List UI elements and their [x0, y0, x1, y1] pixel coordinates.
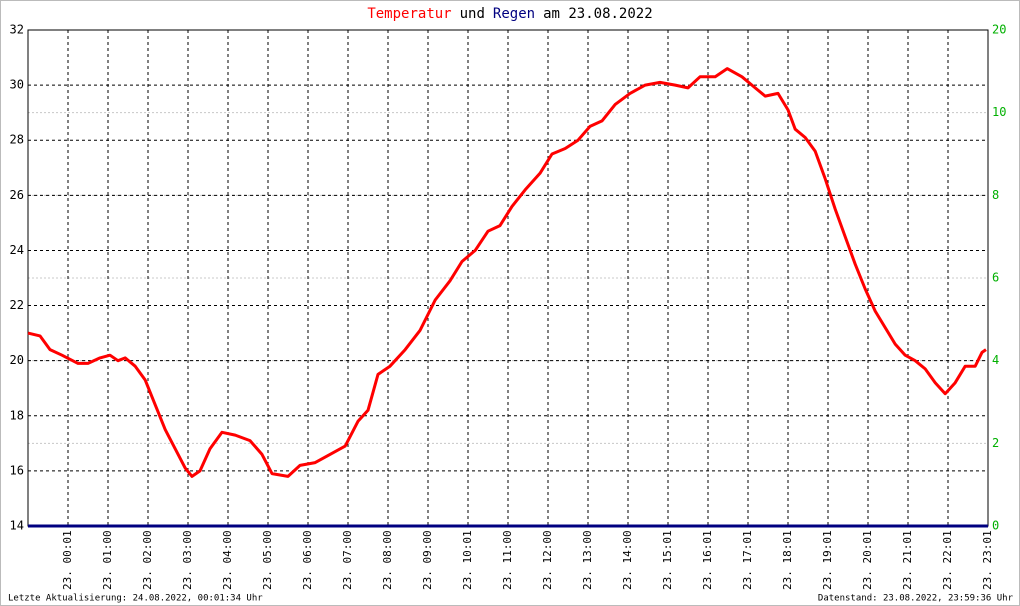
x-tick-label: 23. 19:01: [821, 530, 834, 590]
x-tick-label: 23. 23:01: [981, 530, 994, 590]
x-tick-label: 23. 03:00: [181, 530, 194, 590]
footer-left: Letzte Aktualisierung: 24.08.2022, 00:01…: [8, 594, 263, 604]
x-tick-label: 23. 21:01: [901, 530, 914, 590]
y-tick-label: 16: [10, 463, 24, 477]
x-tick-label: 23. 01:00: [101, 530, 114, 590]
x-tick-label: 23. 02:00: [141, 530, 154, 590]
y2-tick-label: 0: [992, 519, 999, 533]
y2-tick-label: 10: [992, 105, 1006, 119]
x-tick-label: 23. 15:01: [661, 530, 674, 590]
x-tick-label: 23. 22:01: [941, 530, 954, 590]
x-tick-label: 23. 09:00: [421, 530, 434, 590]
line-series: [27, 67, 987, 478]
x-tick-label: 23. 07:00: [341, 530, 354, 590]
y-tick-label: 26: [10, 188, 24, 202]
y-tick-label: 18: [10, 408, 24, 422]
y-tick-label: 14: [10, 519, 24, 533]
y-tick-label: 24: [10, 243, 24, 257]
y2-tick-label: 2: [992, 436, 999, 450]
y-tick-label: 30: [10, 78, 24, 92]
x-tick-label: 23. 04:00: [221, 530, 234, 590]
title-part: und: [460, 6, 485, 22]
x-tick-label: 23. 20:01: [861, 530, 874, 590]
title-part: Regen: [493, 6, 535, 22]
x-tick-label: 23. 14:00: [621, 530, 634, 590]
y2-tick-label: 6: [992, 271, 999, 285]
chart-title: Temperatur und Regen am 23.08.2022: [367, 6, 652, 22]
x-tick-label: 23. 16:01: [701, 530, 714, 590]
footer-right: Datenstand: 23.08.2022, 23:59:36 Uhr: [818, 594, 1014, 604]
y-tick-label: 28: [10, 133, 24, 147]
x-tick-label: 23. 18:01: [781, 530, 794, 590]
y2-tick-label: 20: [992, 23, 1006, 37]
x-tick-label: 23. 06:00: [301, 530, 314, 590]
x-tick-label: 23. 11:00: [501, 530, 514, 590]
y2-tick-label: 8: [992, 188, 999, 202]
x-tick-label: 23. 05:00: [261, 530, 274, 590]
title-part: Temperatur: [367, 6, 451, 22]
y2-tick-label: 4: [992, 353, 999, 367]
x-tick-label: 23. 17:01: [741, 530, 754, 590]
y-tick-label: 22: [10, 298, 24, 312]
x-tick-label: 23. 08:00: [381, 530, 394, 590]
y-tick-label: 20: [10, 353, 24, 367]
title-part: am 23.08.2022: [543, 6, 653, 22]
x-tick-label: 23. 10:01: [461, 530, 474, 590]
x-tick-label: 23. 13:00: [581, 530, 594, 590]
x-tick-label: 23. 00:01: [61, 530, 74, 590]
y-tick-label: 32: [10, 23, 24, 37]
x-tick-label: 23. 12:00: [541, 530, 554, 590]
